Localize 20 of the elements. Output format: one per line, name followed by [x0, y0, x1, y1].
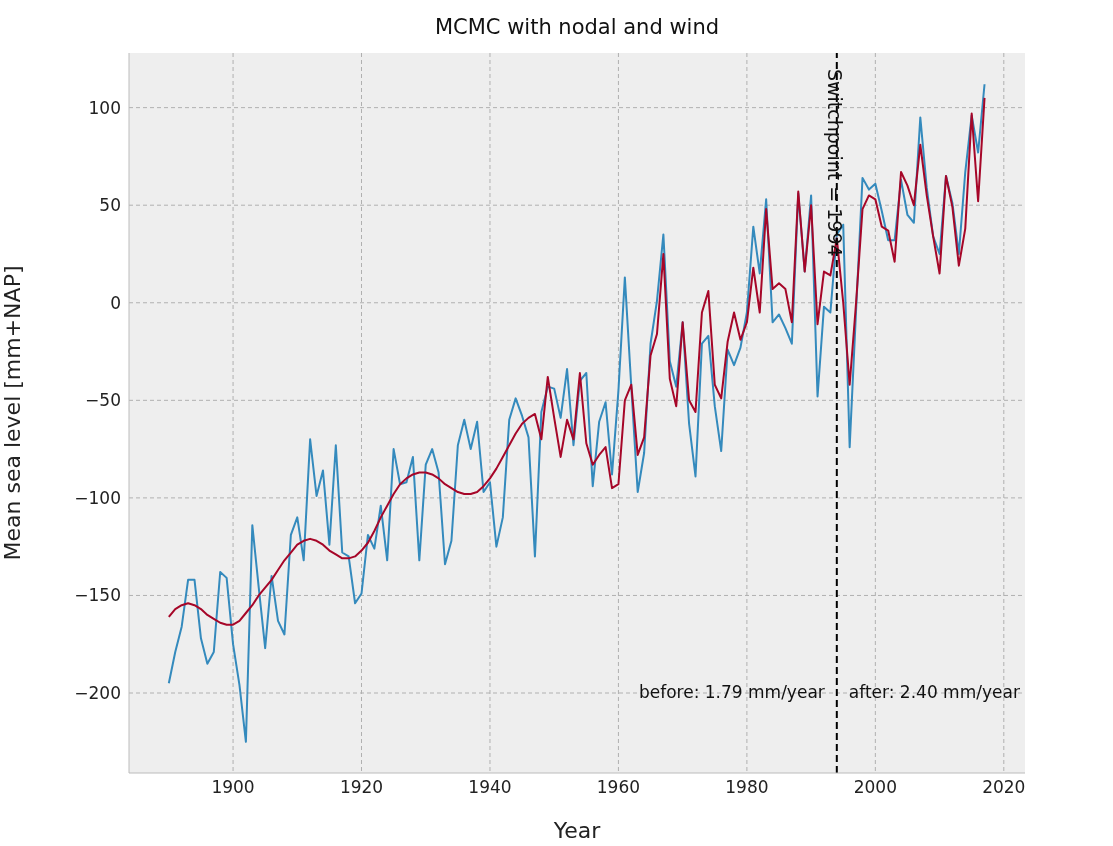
x-axis-title: Year: [552, 818, 602, 843]
y-tick-label: 50: [99, 195, 121, 216]
ref-line-label: Switchpoint = 1994: [824, 69, 847, 257]
y-axis-title: Mean sea level [mm+NAP]: [0, 265, 25, 561]
annotation: before: 1.79 mm/year: [638, 682, 825, 702]
y-tick-label: −50: [85, 390, 121, 411]
y-tick-label: 100: [88, 97, 121, 118]
y-tick-label: 0: [110, 292, 121, 313]
y-tick-label: −150: [74, 585, 121, 606]
y-tick-label: −200: [74, 683, 121, 704]
x-tick-label: 1940: [468, 777, 512, 798]
x-tick-label: 1960: [596, 777, 641, 798]
x-tick-label: 2020: [982, 777, 1026, 798]
y-tick-label: −100: [74, 487, 121, 508]
x-tick-label: 1980: [725, 777, 769, 798]
annotation: after: 2.40 mm/year: [848, 682, 1020, 702]
x-tick-label: 1900: [211, 777, 255, 798]
x-tick-label: 2000: [853, 777, 897, 798]
chart-title: MCMC with nodal and wind: [434, 15, 720, 39]
x-tick-label: 1920: [339, 777, 384, 798]
